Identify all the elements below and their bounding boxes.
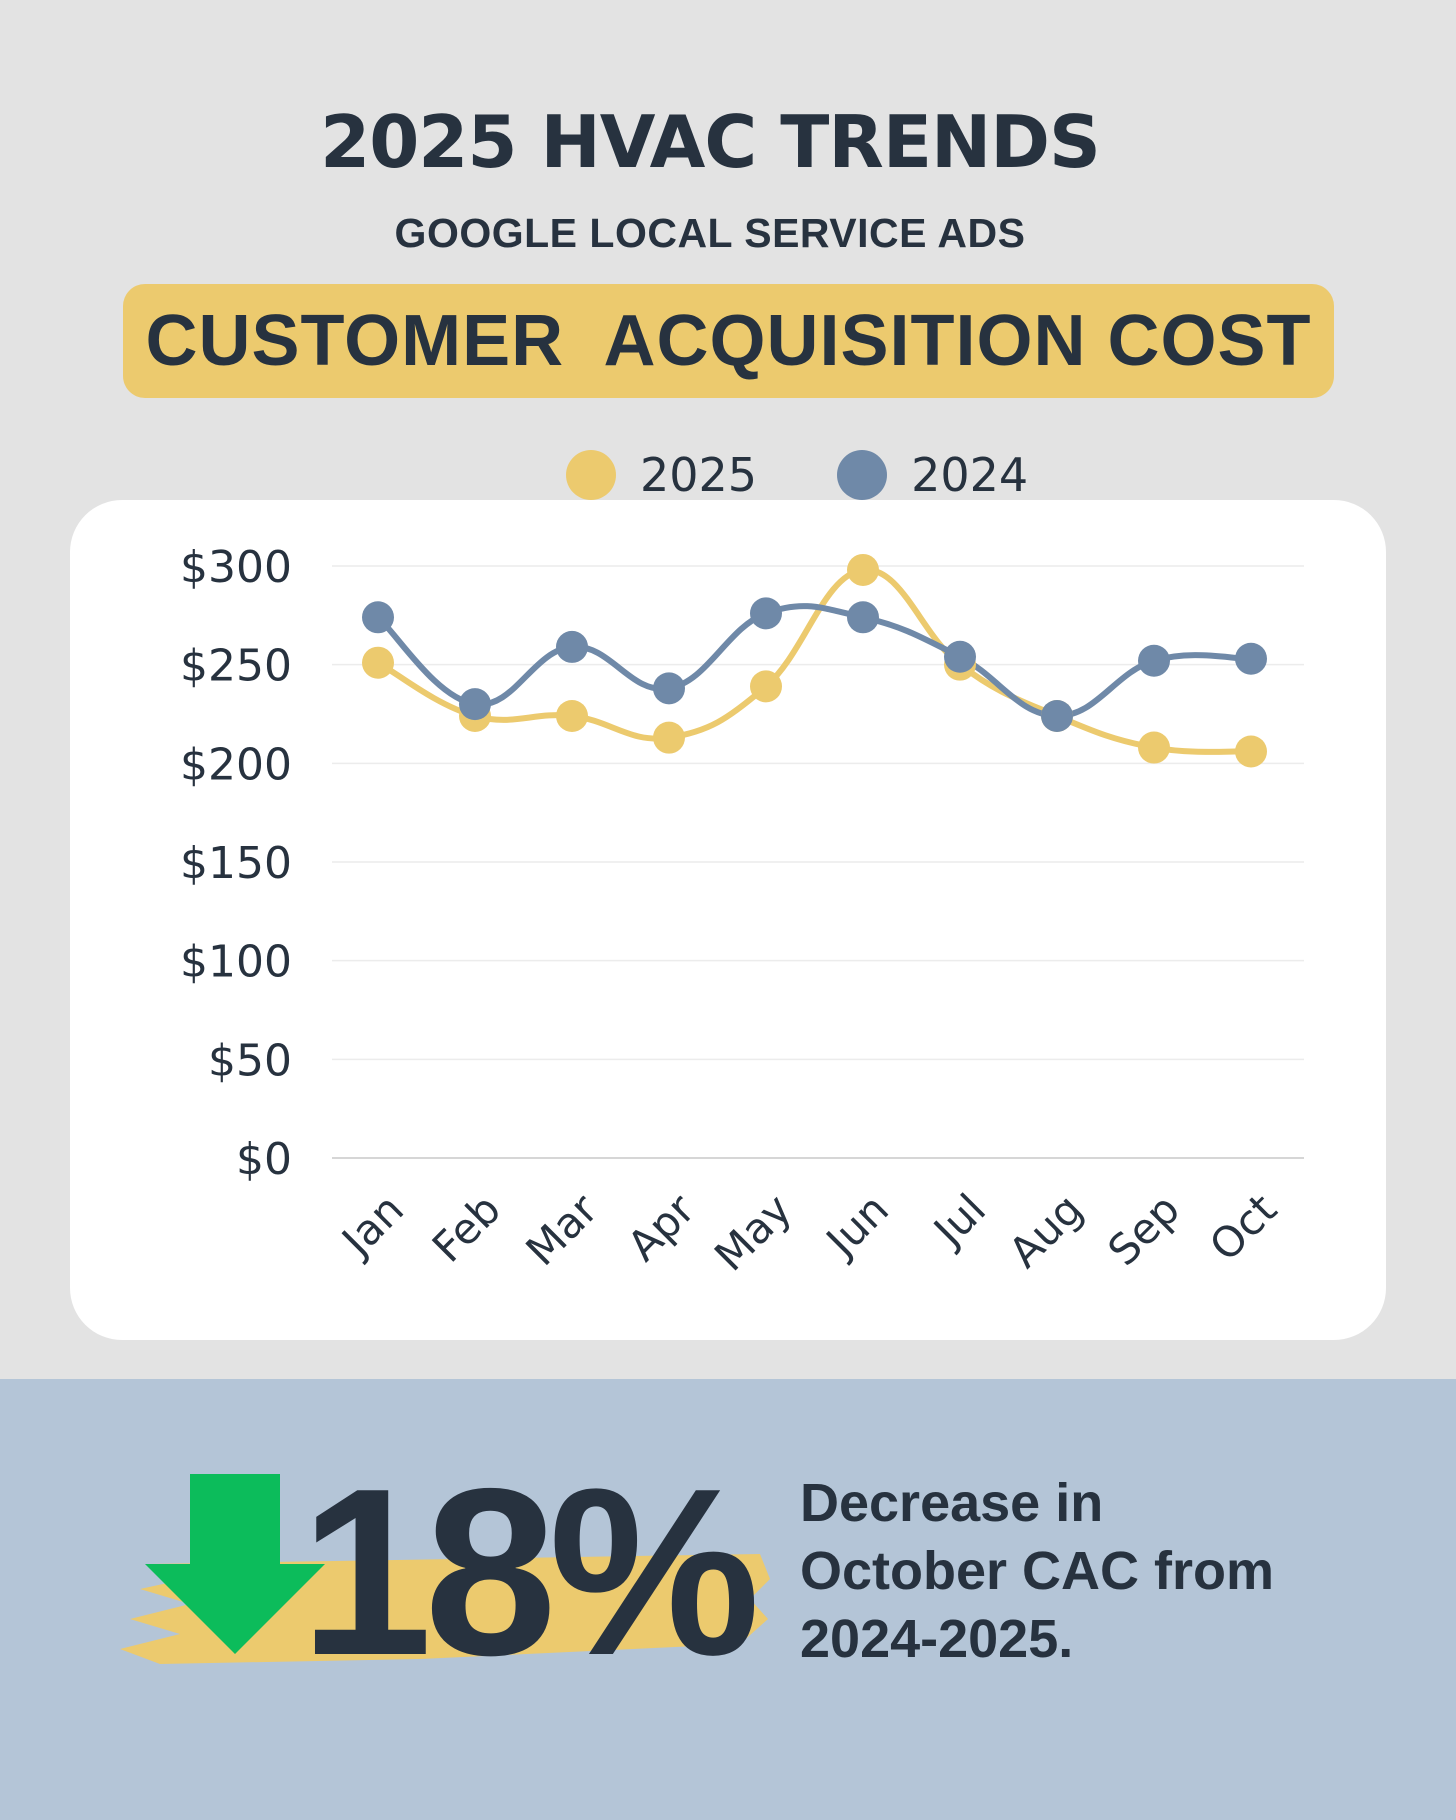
page-subtitle: GOOGLE LOCAL SERVICE ADS [394,210,1026,256]
line-chart: $0 $50 $100 $150 $200 $250 $300 Jan Feb Mar Apr May… [180,542,1304,1280]
data-point-2025 [847,553,879,586]
chart-title-banner: CUSTOMER ACQUISITION COST [123,284,1334,398]
x-tick-label: Oct [1200,1184,1286,1270]
legend-swatch-2024 [837,450,888,500]
data-point-2024 [556,630,588,663]
y-tick-label: $200 [180,739,292,790]
x-tick-label: Mar [516,1184,607,1275]
stat-description-line: October CAC from [800,1541,1275,1601]
x-tick-label: May [705,1184,801,1280]
chart-card: $0 $50 $100 $150 $200 $250 $300 Jan Feb Mar Apr May… [70,500,1386,1340]
data-point-2024 [750,597,782,630]
stat-description: Decrease in October CAC from 2024-2025. [800,1469,1420,1673]
data-point-2024 [459,688,491,721]
chart-legend: 2025 2024 [566,448,1108,502]
x-tick-label: Jun [815,1184,898,1267]
data-point-2025 [653,721,685,754]
y-tick-label: $250 [180,641,292,692]
series-line-2025 [375,566,1254,755]
data-point-2024 [1235,642,1267,675]
y-tick-label: $150 [180,838,292,889]
y-tick-label: $50 [208,1035,292,1086]
stat-value: 18% [300,1440,760,1705]
page-title: 2025 HVAC TRENDS [320,100,1101,184]
data-point-2024 [362,601,394,634]
y-tick-label: $100 [180,937,292,988]
x-tick-label: Jul [922,1184,995,1257]
legend-item-2025: 2025 [566,448,757,502]
stat-description-line: Decrease in [800,1473,1104,1533]
data-point-2025 [362,646,394,679]
data-point-2024 [1138,644,1170,677]
data-point-2024 [1041,699,1073,732]
data-point-2025 [1235,735,1267,768]
stat-description-line: 2024-2025. [800,1609,1074,1669]
x-tick-label: Jan [331,1184,414,1267]
y-tick-label: $300 [180,542,292,593]
x-tick-label: Sep [1098,1184,1189,1275]
y-tick-label: $0 [236,1134,292,1185]
data-point-2025 [750,670,782,703]
data-point-2024 [653,672,685,705]
data-point-2024 [847,601,879,634]
legend-swatch-2025 [566,450,616,500]
series-line-2024 [375,603,1254,719]
legend-item-2024: 2024 [837,448,1028,502]
data-point-2025 [1138,731,1170,764]
chart-title: CUSTOMER ACQUISITION COST [145,301,1312,381]
down-arrow-icon [145,1474,325,1654]
data-point-2024 [944,640,976,673]
x-tick-label: Apr [618,1184,705,1271]
data-point-2025 [556,699,588,732]
x-tick-label: Aug [999,1184,1092,1277]
legend-label-2025: 2025 [640,448,758,502]
stat-block: 18% [100,1454,800,1704]
summary-panel: 18% Decrease in October CAC from 2024-20… [0,1379,1456,1820]
legend-label-2024: 2024 [911,448,1029,502]
x-tick-label: Feb [423,1184,510,1271]
